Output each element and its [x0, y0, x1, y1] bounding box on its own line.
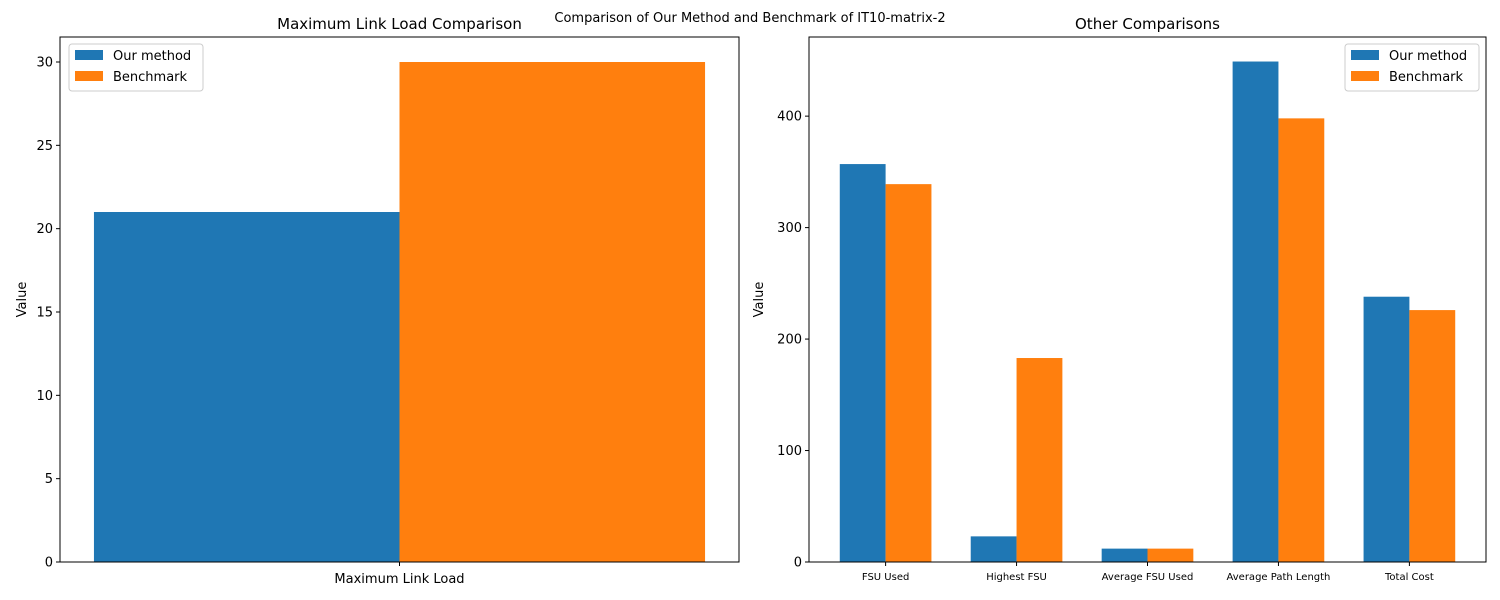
legend-label: Our method [1389, 49, 1467, 64]
legend-swatch [75, 71, 103, 81]
bar-our-method-maximum-link-load [93, 212, 400, 562]
bar-our-method-fsu-used [839, 164, 886, 562]
legend-swatch [1351, 71, 1379, 81]
x-tick-label: Maximum Link Load [334, 572, 464, 587]
max-link-load-chart: 0 5 10 15 20 25 30 Maximum Link Load Maximum Lin… [15, 15, 740, 587]
y-tick-label: 200 [777, 333, 802, 348]
x-tick-label: Total Cost [1384, 572, 1434, 583]
legend-swatch [1351, 50, 1379, 60]
legend-label: Benchmark [1389, 70, 1464, 85]
x-tick-label: Average Path Length [1227, 572, 1331, 583]
y-tick-label: 15 [36, 306, 53, 321]
x-tick-label: Highest FSU [986, 572, 1047, 583]
y-tick-label: 0 [45, 556, 53, 571]
bar-our-method-highest-fsu [970, 536, 1017, 562]
y-tick-label: 5 [45, 472, 53, 487]
bar-our-method-average-path-length [1232, 61, 1279, 563]
legend: Our method Benchmark [1344, 43, 1480, 92]
y-tick-label: 100 [777, 444, 802, 459]
y-tick-label: 30 [36, 56, 53, 71]
bar-benchmark-total-cost [1409, 310, 1456, 562]
bar-our-method-total-cost [1363, 296, 1410, 562]
y-tick-label: 300 [777, 221, 802, 236]
y-tick-label: 0 [794, 556, 802, 571]
figure-title: Comparison of Our Method and Benchmark o… [554, 11, 945, 26]
y-tick-label: 20 [36, 222, 53, 237]
bar-benchmark-maximum-link-load [399, 62, 706, 562]
other-comparisons-chart: 0 100 200 300 400 FSU Used Highest FSU Average … [752, 15, 1487, 583]
bar-benchmark-highest-fsu [1016, 358, 1063, 562]
y-axis-label: Value [15, 282, 30, 318]
bar-benchmark-average-path-length [1278, 118, 1325, 563]
legend: Our method Benchmark [68, 43, 204, 92]
legend-label: Our method [113, 49, 191, 64]
chart-title: Maximum Link Load Comparison [277, 15, 522, 33]
y-tick-label: 25 [36, 139, 53, 154]
y-axis-label: Value [752, 282, 767, 318]
bar-our-method-average-fsu-used [1101, 548, 1148, 562]
chart-title: Other Comparisons [1075, 15, 1220, 33]
legend-swatch [75, 50, 103, 60]
x-tick-label: FSU Used [862, 572, 909, 583]
legend-label: Benchmark [113, 70, 188, 85]
x-tick-label: Average FSU Used [1102, 572, 1194, 583]
bar-benchmark-average-fsu-used [1147, 548, 1194, 562]
y-tick-label: 10 [36, 389, 53, 404]
bar-benchmark-fsu-used [885, 184, 932, 562]
y-tick-label: 400 [777, 110, 802, 125]
